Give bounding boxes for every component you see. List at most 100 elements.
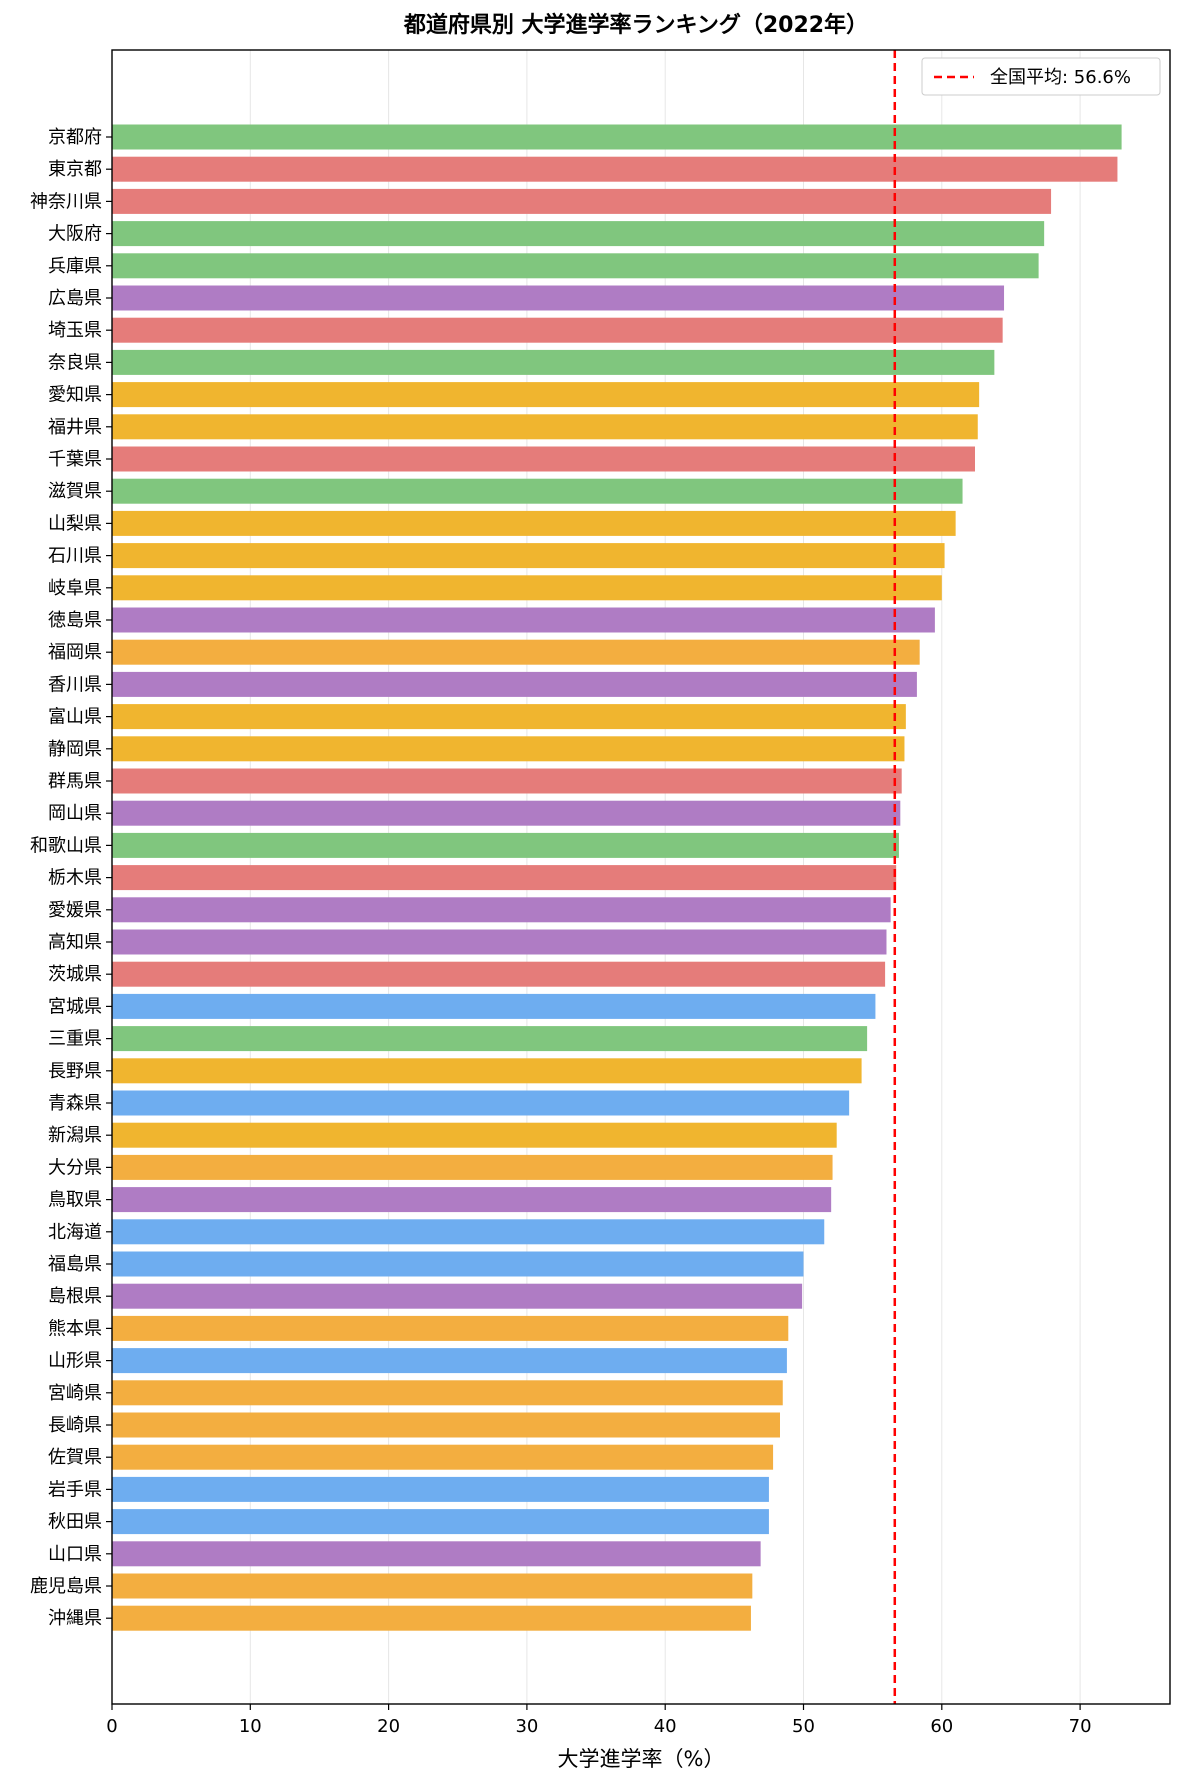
y-tick-label: 香川県 [48, 674, 102, 695]
x-tick-label: 60 [930, 1716, 953, 1737]
y-tick-label: 群馬県 [48, 771, 102, 792]
bar [112, 478, 963, 504]
bar [112, 221, 1045, 247]
y-tick-label: 岡山県 [48, 803, 102, 824]
bar [112, 382, 980, 408]
y-tick-label: 栃木県 [48, 868, 102, 889]
y-tick-label: 秋田県 [48, 1512, 102, 1533]
bar [112, 1573, 753, 1599]
y-tick-label: 高知県 [48, 932, 102, 953]
bar [112, 446, 975, 472]
legend-box [921, 57, 1161, 96]
x-tick-label: 0 [106, 1716, 117, 1737]
bar [112, 1154, 833, 1180]
y-tick-label: 北海道 [48, 1222, 102, 1243]
y-tick-label: 神奈川県 [30, 191, 102, 212]
bar [112, 961, 886, 987]
bar [112, 156, 1118, 182]
y-tick-label: 静岡県 [48, 739, 102, 760]
bar [112, 1219, 825, 1245]
bar [112, 800, 901, 826]
bar [112, 1444, 774, 1470]
y-tick-label: 茨城県 [48, 964, 102, 985]
y-tick-label: 大阪府 [48, 224, 102, 245]
bar [112, 897, 891, 923]
bar [112, 543, 945, 569]
bar [112, 1026, 868, 1052]
legend: 全国平均: 56.6% [921, 57, 1161, 96]
y-tick-label: 佐賀県 [48, 1447, 102, 1468]
bars-group [112, 124, 1122, 1631]
y-tick-label: 新潟県 [48, 1125, 102, 1146]
legend-label: 全国平均: 56.6% [990, 67, 1131, 88]
x-axis-label: 大学進学率（%） [558, 1747, 725, 1771]
y-tick-label: 大分県 [48, 1157, 102, 1178]
bar [112, 1283, 803, 1309]
bar [112, 607, 935, 633]
bar [112, 1058, 862, 1084]
y-tick-label: 長崎県 [48, 1415, 102, 1436]
y-tick-label: 沖縄県 [48, 1608, 102, 1629]
y-tick-label: 京都府 [48, 127, 102, 148]
bar [112, 1122, 837, 1148]
x-tick-label: 40 [654, 1716, 677, 1737]
bar [112, 768, 902, 794]
bar [112, 575, 942, 601]
bar [112, 349, 995, 375]
y-tick-label: 和歌山県 [30, 835, 102, 856]
y-tick-label: 鹿児島県 [30, 1576, 102, 1597]
y-axis-ticks: 京都府東京都神奈川県大阪府兵庫県広島県埼玉県奈良県愛知県福井県千葉県滋賀県山梨県… [30, 127, 112, 1629]
x-axis-ticks: 0 10 20 30 40 50 60 70 [106, 1704, 1092, 1737]
y-tick-label: 石川県 [48, 546, 102, 567]
y-tick-label: 青森県 [48, 1093, 102, 1114]
bar [112, 832, 899, 858]
x-tick-label: 70 [1069, 1716, 1092, 1737]
y-tick-label: 山梨県 [48, 513, 102, 534]
y-tick-label: 滋賀県 [48, 481, 102, 502]
bar [112, 317, 1003, 343]
y-tick-label: 鳥取県 [48, 1190, 102, 1211]
bar [112, 1412, 780, 1438]
x-tick-label: 10 [239, 1716, 262, 1737]
bar [112, 1187, 832, 1213]
bar [112, 510, 956, 536]
y-tick-label: 山口県 [48, 1544, 102, 1565]
bar [112, 285, 1005, 311]
y-tick-label: 福島県 [48, 1254, 102, 1275]
bar [112, 736, 905, 762]
y-tick-label: 愛知県 [48, 385, 102, 406]
bar [112, 671, 917, 697]
chart-title: 都道府県別 大学進学率ランキング（2022年） [403, 12, 868, 38]
y-tick-label: 宮城県 [48, 996, 102, 1017]
y-tick-label: 島根県 [48, 1286, 102, 1307]
bar [112, 188, 1052, 214]
y-tick-label: 宮崎県 [48, 1383, 102, 1404]
y-tick-label: 広島県 [48, 288, 102, 309]
y-tick-label: 岩手県 [48, 1479, 102, 1500]
y-tick-label: 山形県 [48, 1351, 102, 1372]
bar [112, 1605, 751, 1631]
bar [112, 124, 1122, 150]
bar [112, 1541, 761, 1567]
bar [112, 1476, 769, 1502]
y-tick-label: 埼玉県 [48, 320, 102, 341]
y-tick-label: 愛媛県 [48, 900, 102, 921]
y-tick-label: 長野県 [48, 1061, 102, 1082]
bar [112, 993, 876, 1019]
x-tick-label: 30 [515, 1716, 538, 1737]
bar [112, 865, 897, 891]
bar [112, 929, 887, 955]
y-tick-label: 兵庫県 [48, 256, 102, 277]
bar [112, 1251, 804, 1277]
x-tick-label: 20 [377, 1716, 400, 1737]
y-tick-label: 東京都 [48, 159, 102, 180]
bar [112, 1509, 769, 1535]
y-tick-label: 福岡県 [48, 642, 102, 663]
y-tick-label: 徳島県 [48, 610, 102, 631]
y-tick-label: 千葉県 [48, 449, 102, 470]
bar [112, 414, 978, 440]
y-tick-label: 熊本県 [48, 1318, 102, 1339]
bar [112, 253, 1039, 279]
y-tick-label: 三重県 [48, 1029, 102, 1050]
x-tick-label: 50 [792, 1716, 815, 1737]
